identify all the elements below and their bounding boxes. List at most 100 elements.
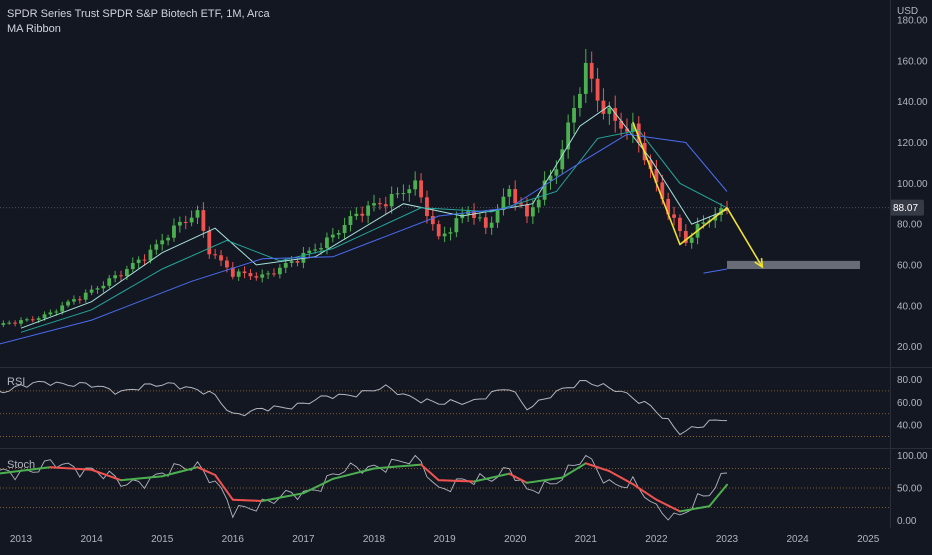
candle-body (184, 222, 188, 223)
candle-body (366, 206, 370, 216)
candle-body (260, 274, 264, 277)
candle-body (360, 214, 364, 216)
candle-body (454, 218, 458, 232)
candle-body (13, 323, 17, 324)
candle-body (66, 302, 70, 306)
candle-body (290, 261, 294, 263)
candle-body (437, 224, 441, 236)
x-tick-label: 2021 (575, 534, 598, 545)
candle-body (490, 223, 494, 228)
x-tick-label: 2017 (292, 534, 315, 545)
candle-body (578, 94, 582, 108)
candle-body (149, 250, 153, 261)
candle-body (7, 323, 11, 324)
x-tick-label: 2013 (10, 534, 33, 545)
candle-body (313, 249, 317, 250)
candle-body (49, 312, 53, 314)
candle-body (354, 214, 358, 216)
x-tick-label: 2014 (80, 534, 103, 545)
candle-body (284, 263, 288, 268)
candle-body (72, 299, 76, 301)
x-tick-label: 2018 (363, 534, 386, 545)
candle-body (402, 193, 406, 194)
candle-body (225, 261, 229, 268)
candle-body (266, 273, 270, 274)
candle-body (125, 269, 129, 276)
candle-body (478, 217, 482, 218)
candle-body (113, 275, 117, 278)
x-tick-label: 2022 (645, 534, 668, 545)
price-tick-label: 40.00 (897, 301, 922, 312)
x-tick-label: 2019 (433, 534, 456, 545)
price-tick-label: 60.00 (897, 260, 922, 271)
candle-body (325, 237, 329, 248)
indicator-label: MA Ribbon (7, 23, 61, 35)
candle-body (249, 273, 253, 276)
candle-body (90, 290, 94, 293)
x-tick-label: 2020 (504, 534, 527, 545)
price-tick-label: 20.00 (897, 342, 922, 353)
candle-body (513, 189, 517, 203)
candle-body (190, 218, 194, 223)
candle-body (384, 204, 388, 206)
candle-body (390, 194, 394, 206)
price-tick-label: 80.00 (897, 220, 922, 231)
candle-body (449, 232, 453, 233)
candle-body (372, 203, 376, 205)
candle-body (154, 244, 158, 249)
candle-body (201, 210, 205, 231)
candle-body (296, 261, 300, 263)
candle-body (484, 217, 488, 227)
candle-body (572, 108, 576, 122)
x-tick-label: 2016 (222, 534, 245, 545)
candle-body (54, 312, 58, 313)
rsi-tick-label: 60.00 (897, 398, 922, 409)
candle-body (537, 200, 541, 208)
rsi-tick-label: 80.00 (897, 375, 922, 386)
currency-label: USD (897, 6, 918, 17)
candle-body (690, 238, 694, 243)
candle-body (607, 108, 611, 114)
candle-body (25, 319, 29, 320)
stoch-tick-label: 100.00 (897, 451, 928, 462)
candle-body (207, 231, 211, 254)
rsi-tick-label: 40.00 (897, 421, 922, 432)
candle-body (590, 63, 594, 79)
candle-body (196, 210, 200, 218)
x-tick-label: 2024 (786, 534, 809, 545)
candle-body (672, 214, 676, 217)
candle-body (278, 268, 282, 274)
x-tick-label: 2025 (857, 534, 880, 545)
stoch-tick-label: 0.00 (897, 516, 917, 527)
candle-body (413, 180, 417, 189)
candle-body (219, 255, 223, 260)
candle-body (213, 254, 217, 255)
candle-body (178, 222, 182, 226)
candle-body (525, 205, 529, 217)
candle-body (331, 235, 335, 238)
candle-body (419, 180, 423, 197)
candle-body (31, 319, 35, 320)
candle-body (678, 218, 682, 231)
price-tick-label: 140.00 (897, 97, 928, 108)
candle-body (396, 193, 400, 194)
price-tick-label: 100.00 (897, 179, 928, 190)
candle-body (496, 210, 500, 223)
stoch-tick-label: 50.00 (897, 484, 922, 495)
candle-body (602, 101, 606, 114)
candle-body (319, 248, 323, 249)
candle-body (143, 260, 147, 261)
candle-body (702, 222, 706, 224)
candle-body (254, 276, 258, 277)
candle-body (307, 251, 311, 253)
chart-title: SPDR Series Trust SPDR S&P Biotech ETF, … (7, 8, 270, 20)
price-tick-label: 120.00 (897, 138, 928, 149)
candle-body (443, 234, 447, 237)
candle-body (172, 226, 176, 238)
candle-body (407, 189, 411, 193)
candle-body (584, 63, 588, 94)
candle-body (131, 263, 135, 269)
candle-body (37, 318, 41, 320)
